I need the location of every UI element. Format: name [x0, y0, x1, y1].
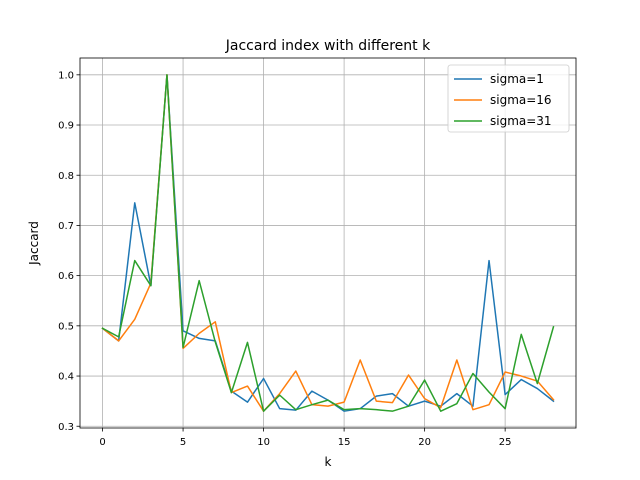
series-line-sigma-31 — [101, 74, 555, 412]
y-tick-label: 1.0 — [58, 70, 74, 81]
y-tick-label: 0.6 — [58, 271, 74, 282]
x-tick-label: 25 — [499, 437, 512, 448]
y-axis-label: Jaccard — [27, 221, 41, 266]
x-tick-label: 5 — [180, 437, 186, 448]
legend-box — [447, 64, 570, 133]
legend-label: sigma=16 — [490, 93, 552, 107]
legend-label: sigma=1 — [490, 72, 544, 86]
y-tick-label: 0.7 — [58, 221, 74, 232]
axis-ticks: 0 5 10 15 20 25 0.3 0.4 0.5 0.6 0.7 0.8 0.9 1.0 — [58, 70, 511, 448]
series-group — [101, 74, 555, 412]
x-tick-label: 10 — [257, 437, 270, 448]
y-tick-label: 0.8 — [58, 171, 74, 182]
x-tick-label: 15 — [338, 437, 351, 448]
y-tick-label: 0.5 — [58, 321, 74, 332]
y-tick-label: 0.3 — [58, 422, 74, 433]
legend-label: sigma=31 — [490, 114, 552, 128]
plot-frame — [79, 57, 577, 429]
y-tick-label: 0.4 — [58, 372, 74, 383]
x-tick-label: 20 — [418, 437, 431, 448]
x-axis-label: k — [325, 455, 332, 469]
y-tick-label: 0.9 — [58, 121, 74, 132]
legend: sigma=1 sigma=16 sigma=31 — [447, 64, 570, 133]
x-tick-label: 0 — [99, 437, 105, 448]
chart-title: Jaccard index with different k — [225, 38, 431, 54]
